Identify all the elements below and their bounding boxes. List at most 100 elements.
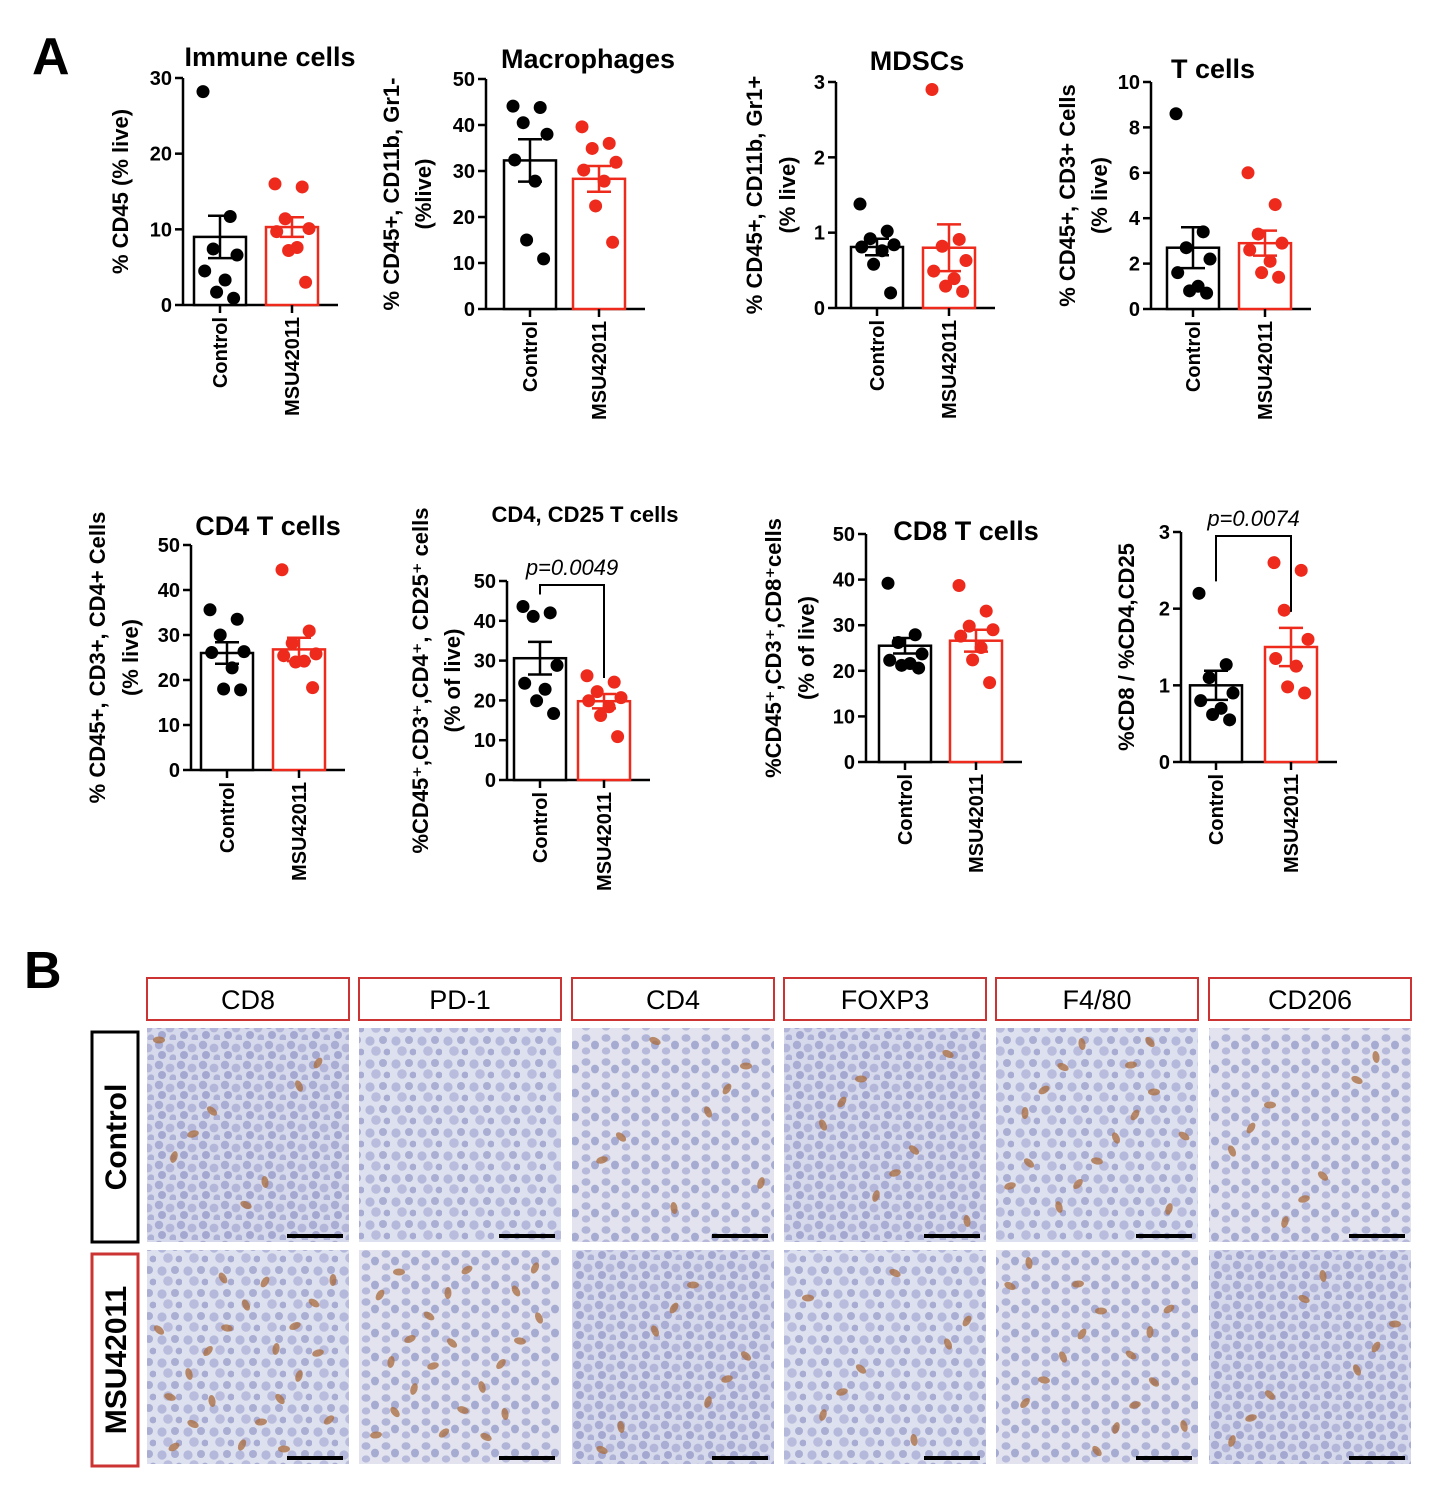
data-point [1219,658,1233,672]
stained-cell [669,1302,679,1314]
data-point [590,685,604,699]
data-point [1169,107,1183,121]
y-axis-label-secondary: (% of live) [440,629,465,733]
y-tick-label: 30 [833,615,855,637]
stained-cell [294,1080,304,1092]
y-tick-label: 20 [158,670,180,692]
data-point [210,285,224,299]
data-point [270,225,284,239]
stained-cell [703,1106,713,1118]
stained-cell [423,1311,435,1321]
y-tick-label: 40 [833,570,855,592]
stained-cell [218,1272,228,1284]
data-point [935,239,949,253]
data-point [908,628,922,642]
data-point [230,612,244,626]
significance-bracket [539,584,605,679]
data-point [1269,652,1283,665]
stained-cell [617,1421,625,1433]
p-value-label: p=0.0049 [525,555,618,580]
stained-cell [1281,1216,1289,1228]
ihc-micrograph [572,1250,774,1464]
data-point [1206,707,1220,721]
y-axis-label: % CD45+, CD11b, Gr1+ [742,76,767,314]
stained-cell [1025,1257,1033,1269]
data-point [203,603,217,617]
chart-cd8-cd4cd25-ratio: %CD8 / %CD4,CD25 0 1 2 3 Control MSU42011 p=0.0… [1114,506,1337,873]
data-point [611,730,625,744]
data-point [589,199,603,213]
stained-cell [1351,1075,1363,1085]
data-point [516,599,530,613]
stained-cell [323,1415,335,1425]
y-tick-label: 30 [474,651,496,673]
stained-cell [1055,1201,1063,1213]
data-point [218,273,232,287]
data-point [895,658,909,672]
stained-cell [889,1268,901,1278]
y-tick-label: 0 [464,299,475,321]
y-tick-label: 10 [1118,72,1140,94]
y-tick-label: 0 [485,770,496,792]
x-tick-label: MSU42011 [594,792,616,891]
data-point [915,647,929,661]
stained-cell [260,1276,270,1288]
y-tick-label: 2 [1159,599,1170,621]
y-tick-label: 0 [161,295,172,317]
chart-title: MDSCs [870,46,965,76]
stained-cell [208,1395,216,1407]
data-point [1298,686,1312,700]
stained-cell [1352,1364,1362,1376]
stained-cell [1148,1088,1160,1096]
data-point [585,141,599,155]
data-point [956,284,970,298]
data-point [198,264,212,278]
x-tick-label: MSU42011 [1281,774,1303,873]
bar-msu42011 [271,648,327,772]
y-tick-label: 50 [158,535,180,557]
data-point [537,252,551,266]
data-point [1268,198,1282,212]
stained-cell [837,1096,847,1108]
stained-cell [1058,1351,1068,1363]
data-point [1281,680,1295,694]
y-axis-label: %CD45⁺,CD3⁺,CD4⁺, CD25⁺ cells [408,507,433,853]
chart-cd4-t-cells: CD4 T cells % CD45+, CD3+, CD4+ Cells (% l… [85,511,345,881]
ihc-grid: CD8 PD-1 CD4 FOXP3 F4/80 CD206 Control MSU42011 [90,977,1412,1468]
stained-cell [496,1358,506,1370]
x-tick-label: MSU42011 [1255,321,1277,420]
stained-cell [530,1262,540,1274]
x-tick-label: Control [210,317,232,388]
stained-cell [221,1324,233,1332]
stained-cell [1077,1328,1087,1340]
y-tick-label: 40 [158,580,180,602]
stained-cell [501,1408,509,1420]
stained-cell [185,1368,193,1380]
stained-cell [1298,1195,1310,1203]
data-point [206,242,220,256]
data-point [533,101,547,115]
stained-cell [312,1349,324,1357]
stained-cell [818,1119,828,1131]
y-tick-label: 2 [814,147,825,169]
y-tick-label: 30 [150,68,172,90]
stained-cell [1112,1422,1120,1434]
y-tick-label: 50 [453,69,475,91]
data-point [1275,236,1289,250]
data-point [606,235,620,249]
marker-header-box [1208,977,1412,1021]
y-tick-label: 0 [1159,752,1170,774]
stained-cell [1371,1341,1381,1353]
stained-cell [908,1145,920,1155]
y-axis-label: % CD45 (% live) [108,109,133,274]
x-tick-label: Control [1183,321,1205,392]
data-point [1196,225,1210,239]
marker-header-pd1: PD-1 [429,985,491,1015]
y-axis-label: % CD45+, CD3+, CD4+ Cells [85,512,110,804]
stained-cell [596,1156,608,1164]
ihc-micrograph [359,1028,561,1242]
data-point [309,647,323,661]
stained-cell [278,1445,290,1453]
stained-cell [1038,1085,1050,1095]
